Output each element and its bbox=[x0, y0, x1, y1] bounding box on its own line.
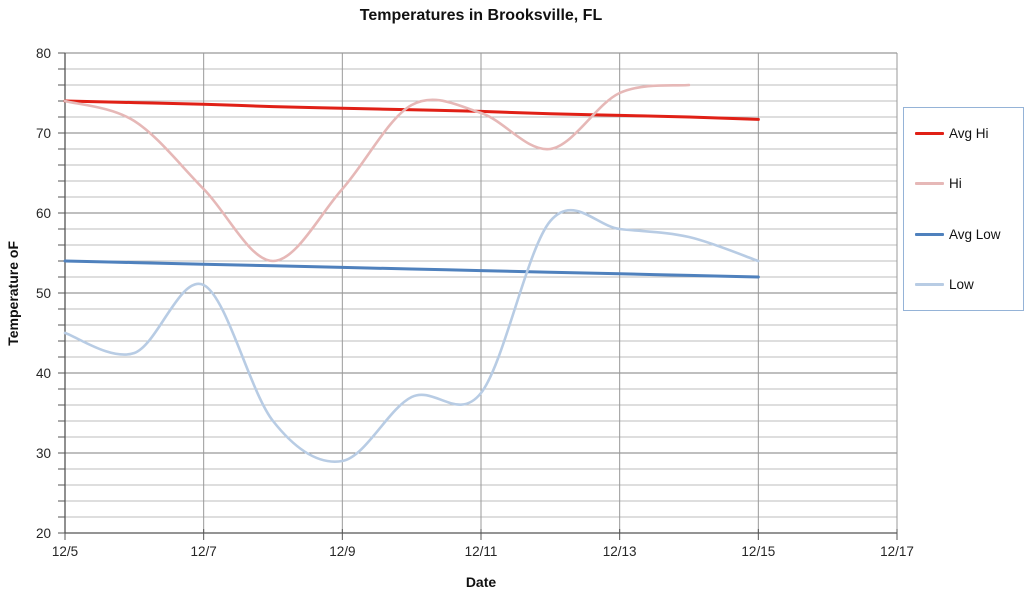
series-line-low bbox=[63, 208, 760, 463]
x-tick-label: 12/11 bbox=[465, 544, 498, 559]
hi-line-swatch bbox=[915, 182, 944, 186]
y-tick-label: 60 bbox=[36, 206, 51, 221]
legend-entry-avg-hi: Avg Hi bbox=[915, 126, 1023, 141]
legend: Avg Hi Hi Avg Low Low bbox=[903, 107, 1024, 311]
y-tick-label: 20 bbox=[36, 526, 51, 541]
x-tick-label: 12/9 bbox=[329, 544, 355, 559]
avg-hi-line-swatch bbox=[915, 131, 944, 135]
series-line-hi bbox=[63, 83, 691, 263]
legend-label-avg-low: Avg Low bbox=[949, 226, 1001, 242]
y-tick-label: 30 bbox=[36, 446, 51, 461]
series-line-avg-hi bbox=[63, 99, 760, 121]
y-tick-label: 40 bbox=[36, 366, 51, 381]
y-tick-label: 50 bbox=[36, 286, 51, 301]
x-tick-label: 12/5 bbox=[52, 544, 78, 559]
x-tick-label: 12/7 bbox=[191, 544, 217, 559]
legend-entry-avg-low: Avg Low bbox=[915, 227, 1023, 242]
x-axis-title: Date bbox=[465, 574, 497, 590]
chart-title: Temperatures in Brooksville, FL bbox=[359, 7, 603, 24]
y-axis-title: Temperature oF bbox=[2, 53, 24, 533]
y-axis-title-text: Temperature oF bbox=[5, 240, 21, 346]
series-line-avg-low bbox=[63, 259, 760, 279]
y-tick-label: 70 bbox=[36, 126, 51, 141]
low-line-swatch bbox=[915, 283, 944, 287]
y-tick-label: 80 bbox=[36, 46, 51, 61]
legend-entry-low: Low bbox=[915, 277, 1023, 292]
legend-label-hi: Hi bbox=[949, 176, 962, 192]
x-tick-label: 12/15 bbox=[741, 544, 775, 559]
x-tick-label: 12/13 bbox=[603, 544, 637, 559]
avg-low-line-swatch bbox=[915, 232, 944, 236]
legend-entry-hi: Hi bbox=[915, 176, 1023, 191]
legend-label-low: Low bbox=[949, 277, 974, 293]
legend-label-avg-hi: Avg Hi bbox=[949, 125, 989, 141]
x-tick-label: 12/17 bbox=[880, 544, 914, 559]
